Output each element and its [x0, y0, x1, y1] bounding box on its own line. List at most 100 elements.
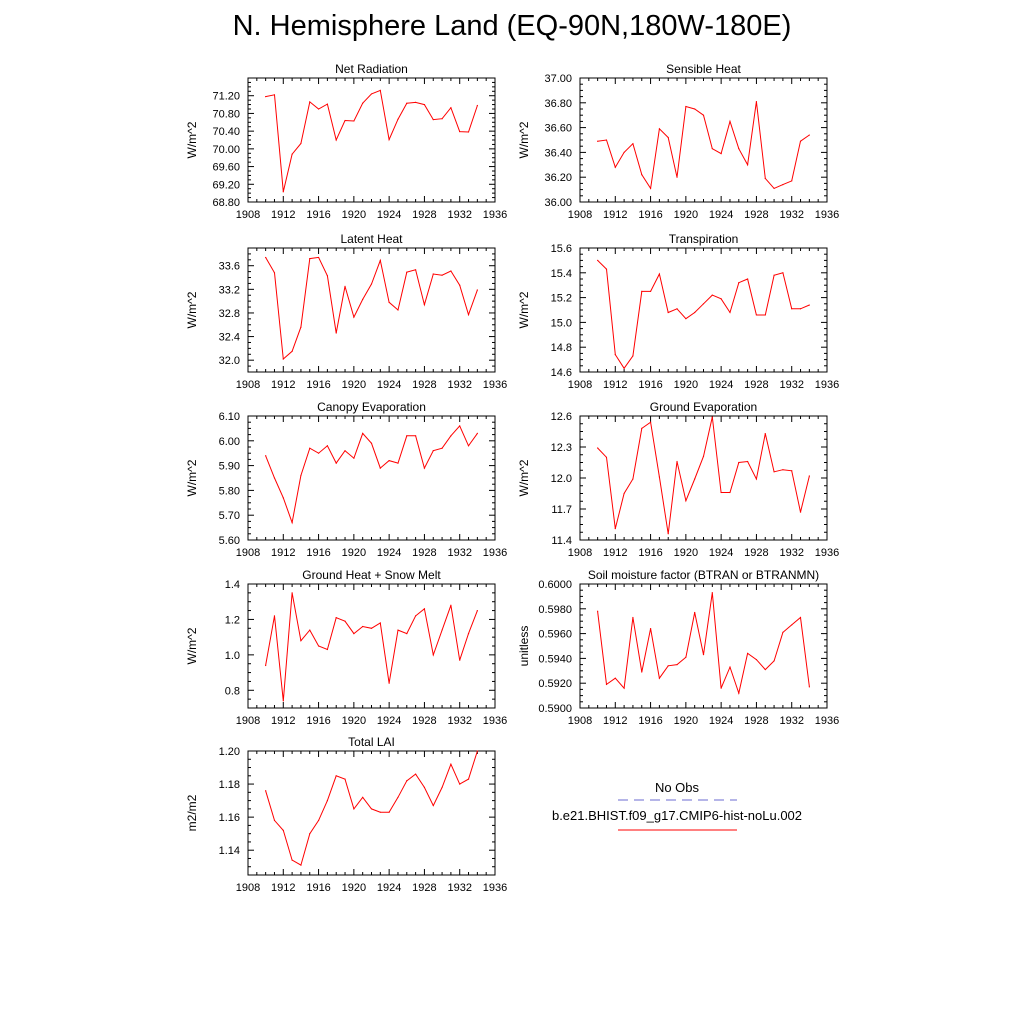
data-point [711, 294, 713, 296]
data-point [641, 290, 643, 292]
x-tick-label: 1928 [412, 547, 436, 559]
chart-title: Soil moisture factor (BTRAN or BTRANMN) [588, 568, 819, 582]
data-point [291, 859, 293, 861]
x-tick-label: 1924 [377, 379, 401, 391]
data-point [362, 298, 364, 300]
y-tick-label: 69.60 [212, 162, 240, 174]
y-axis-label: W/m^2 [517, 459, 531, 496]
data-point [317, 452, 320, 454]
y-tick-label: 14.6 [551, 367, 572, 379]
data-point [273, 272, 276, 274]
data-point [441, 786, 443, 788]
x-tick-label: 1908 [236, 882, 260, 894]
data-point [808, 304, 810, 306]
data-point [406, 102, 408, 104]
x-tick-label: 1912 [603, 379, 627, 391]
data-point [729, 491, 731, 494]
data-point [614, 354, 616, 356]
data-point [415, 435, 417, 437]
y-tick-label: 0.8 [225, 685, 240, 697]
data-point [459, 425, 461, 427]
plot-frame [247, 415, 496, 541]
y-tick-label: 1.14 [219, 845, 240, 857]
x-tick-label: 1916 [306, 379, 330, 391]
x-tick-label: 1908 [568, 547, 592, 559]
data-point [467, 445, 470, 447]
data-point [658, 677, 660, 679]
y-tick-label: 32.4 [219, 332, 240, 344]
data-point [415, 773, 417, 775]
chart-title: Canopy Evaporation [317, 400, 426, 414]
data-point [326, 800, 328, 802]
chart-title: Latent Heat [340, 232, 403, 246]
data-point [397, 118, 399, 120]
y-axis-label: m2/m2 [185, 794, 199, 831]
data-point [614, 677, 616, 679]
y-tick-label: 0.5960 [538, 629, 572, 641]
data-point [658, 273, 660, 275]
data-point [623, 367, 625, 369]
x-tick-label: 1908 [568, 209, 592, 221]
x-tick-label: 1936 [815, 715, 839, 727]
data-point [406, 633, 408, 635]
y-tick-label: 0.5980 [538, 604, 572, 616]
data-point [641, 427, 643, 429]
data-point [459, 130, 461, 133]
x-tick-label: 1924 [377, 547, 401, 559]
data-point [415, 101, 417, 103]
data-point [432, 450, 434, 452]
x-tick-label: 1928 [412, 209, 436, 221]
data-point [738, 461, 740, 464]
y-tick-label: 33.2 [219, 284, 240, 296]
chart-panel: Sensible Heat W/m^2 1908 1912 1916 1920 1924 19… [517, 62, 839, 221]
data-point [476, 432, 478, 434]
data-point [808, 686, 810, 688]
chart-panel: Transpiration W/m^2 1908 1912 1916 1920 1924 19… [517, 232, 839, 391]
data-point [370, 627, 373, 629]
plot-frame [247, 247, 496, 373]
y-tick-label: 6.10 [219, 411, 240, 423]
x-tick-label: 1920 [674, 209, 698, 221]
x-tick-label: 1924 [709, 547, 733, 559]
data-point [799, 616, 802, 619]
x-tick-label: 1916 [638, 379, 662, 391]
data-point [282, 829, 284, 831]
data-point [676, 176, 678, 178]
x-tick-label: 1912 [271, 379, 295, 391]
x-tick-label: 1932 [779, 379, 803, 391]
data-point [326, 103, 328, 105]
data-point [667, 136, 669, 139]
y-tick-label: 1.20 [219, 746, 240, 758]
data-point [344, 119, 346, 122]
panels: Net Radiation W/m^2 1908 1912 1916 1920 1924 19… [185, 62, 839, 894]
y-tick-label: 5.80 [219, 485, 240, 497]
data-point [467, 778, 470, 780]
y-tick-label: 5.90 [219, 461, 240, 473]
data-point [729, 311, 731, 314]
data-point [370, 283, 373, 285]
y-tick-label: 6.00 [219, 436, 240, 448]
data-point [379, 467, 381, 469]
data-point [353, 808, 355, 810]
y-tick-label: 1.0 [225, 650, 240, 662]
data-point [379, 622, 381, 624]
series-line [265, 424, 478, 525]
y-tick-label: 12.3 [551, 442, 572, 454]
data-point [694, 478, 696, 480]
series-line [597, 260, 810, 370]
y-tick-label: 37.00 [544, 73, 572, 85]
x-tick-label: 1924 [377, 715, 401, 727]
chart-panel: Net Radiation W/m^2 1908 1912 1916 1920 1924 19… [185, 62, 507, 221]
data-point [720, 491, 722, 494]
x-tick-label: 1916 [638, 715, 662, 727]
data-point [720, 298, 722, 300]
x-tick-label: 1936 [483, 715, 507, 727]
y-axis-label: W/m^2 [185, 627, 199, 664]
data-point [432, 273, 434, 275]
x-tick-label: 1912 [603, 547, 627, 559]
data-point [415, 269, 417, 271]
data-point [597, 610, 599, 612]
y-tick-label: 12.0 [551, 473, 572, 485]
x-tick-label: 1920 [674, 547, 698, 559]
data-point [397, 309, 399, 311]
